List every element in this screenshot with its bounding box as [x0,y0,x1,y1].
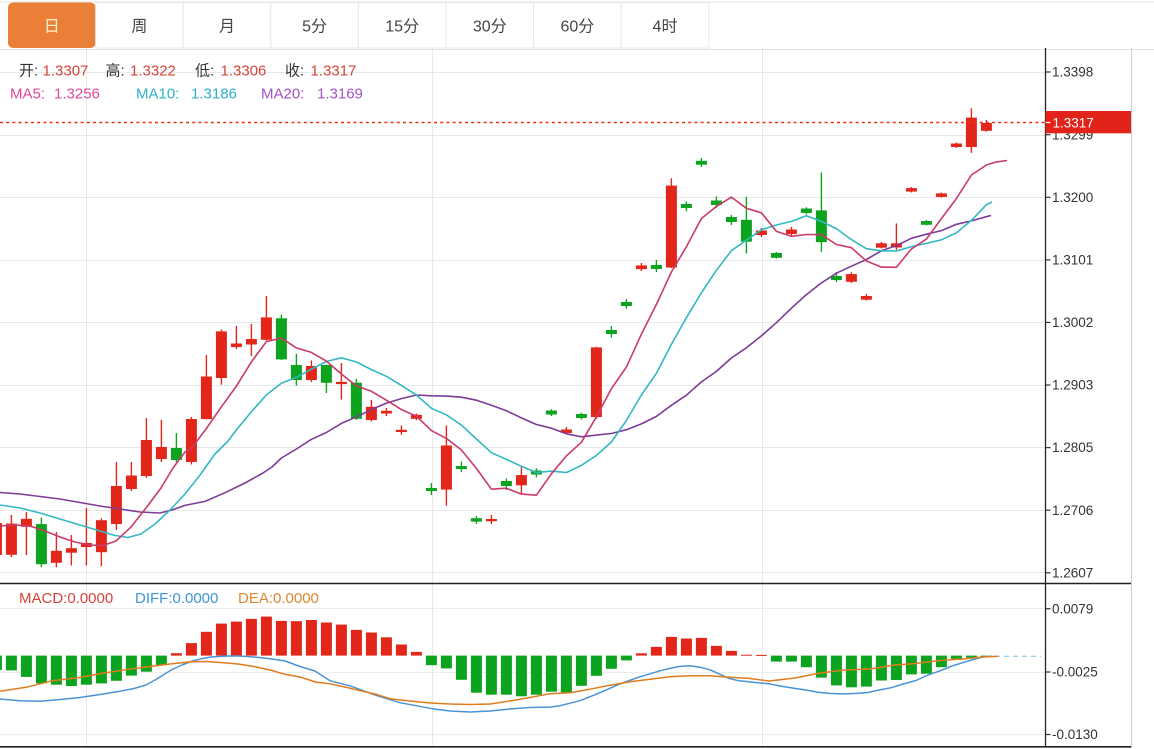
svg-text:1.3307: 1.3307 [43,63,89,80]
svg-text:1.3002: 1.3002 [1052,315,1093,330]
svg-text:60分: 60分 [560,18,594,36]
svg-text:DEA:0.0000: DEA:0.0000 [238,590,319,607]
svg-text:高:: 高: [106,63,125,80]
svg-text:1.3317: 1.3317 [311,63,357,80]
svg-text:1.3322: 1.3322 [130,63,176,80]
svg-text:15分: 15分 [385,18,419,36]
svg-text:5分: 5分 [302,18,327,36]
svg-text:MACD:0.0000: MACD:0.0000 [19,590,113,607]
svg-text:4时: 4时 [653,18,678,36]
svg-text:1.3398: 1.3398 [1052,65,1093,80]
svg-text:1.2805: 1.2805 [1052,440,1093,455]
svg-text:MA20:: MA20: [261,86,304,103]
svg-text:开:: 开: [19,63,38,80]
svg-text:日: 日 [44,19,60,36]
svg-text:1.3306: 1.3306 [221,63,267,80]
svg-text:1.2607: 1.2607 [1052,565,1093,580]
svg-text:1.2903: 1.2903 [1052,378,1093,393]
svg-text:低:: 低: [195,63,214,80]
svg-text:1.3169: 1.3169 [317,86,363,103]
svg-text:1.3200: 1.3200 [1052,190,1093,205]
svg-text:1.3317: 1.3317 [1053,115,1094,130]
svg-text:MA5:: MA5: [10,86,45,103]
svg-text:月: 月 [219,19,235,36]
svg-text:DIFF:0.0000: DIFF:0.0000 [135,590,218,607]
svg-text:30分: 30分 [473,18,507,36]
svg-text:1.3186: 1.3186 [191,86,237,103]
svg-text:1.3101: 1.3101 [1052,253,1093,268]
svg-text:MA10:: MA10: [136,86,179,103]
svg-text:收:: 收: [285,63,304,80]
svg-text:0.0079: 0.0079 [1052,601,1093,616]
svg-text:1.3256: 1.3256 [54,86,100,103]
svg-text:-0.0025: -0.0025 [1052,665,1098,680]
svg-text:1.2706: 1.2706 [1052,503,1093,518]
svg-text:周: 周 [131,19,147,36]
svg-text:-0.0130: -0.0130 [1052,727,1098,742]
